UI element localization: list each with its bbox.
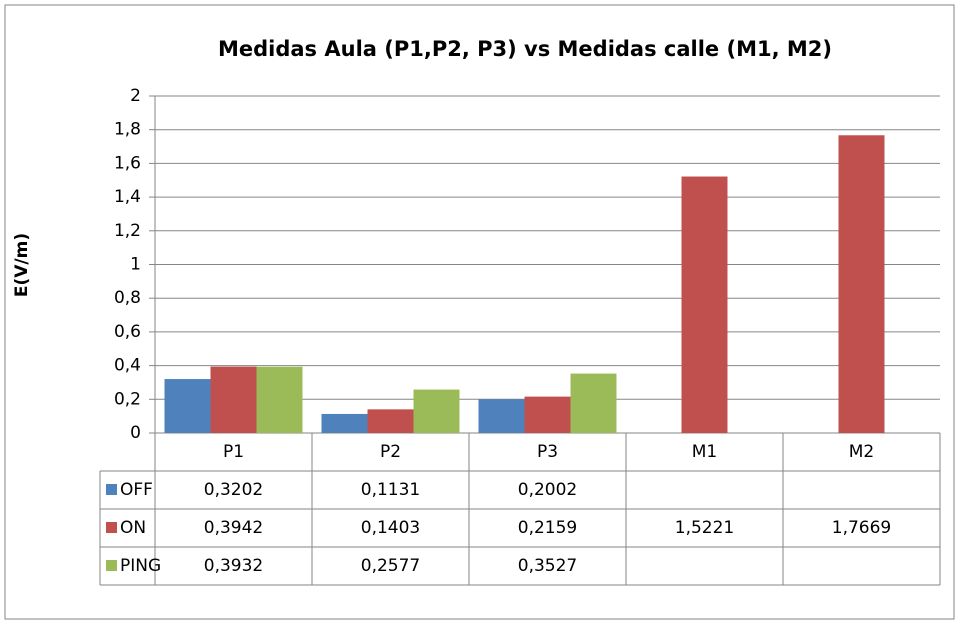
bar	[524, 396, 571, 433]
y-tick-label: 0	[130, 423, 141, 443]
x-tick-label: P2	[380, 442, 401, 462]
x-tick-label: M1	[692, 442, 717, 462]
legend-label: OFF	[120, 480, 153, 500]
y-tick-label: 0,4	[114, 356, 141, 376]
legend-label: PING	[120, 556, 161, 576]
table-value: 0,2577	[361, 556, 420, 576]
table-value: 0,1403	[361, 518, 420, 538]
bar	[570, 373, 617, 433]
x-tick-label: P3	[537, 442, 558, 462]
table-value: 1,5221	[675, 518, 734, 538]
bar	[210, 366, 257, 433]
legend-key	[106, 522, 117, 533]
bar	[478, 399, 525, 433]
table-value: 0,2159	[518, 518, 577, 538]
chart-title: Medidas Aula (P1,P2, P3) vs Medidas call…	[218, 37, 832, 61]
table-value: 0,2002	[518, 480, 577, 500]
legend-label: ON	[120, 518, 146, 538]
bar	[838, 135, 885, 433]
table-value: 0,3932	[204, 556, 263, 576]
legend-key	[106, 560, 117, 571]
legend-key	[106, 484, 117, 495]
y-tick-label: 1,8	[114, 120, 141, 140]
bar	[413, 389, 460, 433]
y-tick-label: 2	[130, 86, 141, 106]
bar	[164, 379, 211, 433]
y-tick-label: 1,6	[114, 153, 141, 173]
table-value: 1,7669	[832, 518, 891, 538]
y-tick-label: 0,8	[114, 288, 141, 308]
table-value: 0,3202	[204, 480, 263, 500]
y-axis-title: E(V/m)	[12, 233, 32, 297]
y-tick-label: 0,2	[114, 389, 141, 409]
y-tick-label: 0,6	[114, 322, 141, 342]
bar	[256, 366, 303, 433]
table-value: 0,1131	[361, 480, 420, 500]
table-value: 0,3942	[204, 518, 263, 538]
y-tick-label: 1	[130, 255, 141, 275]
x-tick-label: P1	[223, 442, 244, 462]
y-tick-label: 1,4	[114, 187, 141, 207]
table-value: 0,3527	[518, 556, 577, 576]
bar	[321, 413, 368, 433]
bar	[367, 409, 414, 433]
x-tick-label: M2	[849, 442, 874, 462]
y-tick-label: 1,2	[114, 221, 141, 241]
chart-border	[4, 4, 955, 620]
bar	[681, 176, 728, 433]
